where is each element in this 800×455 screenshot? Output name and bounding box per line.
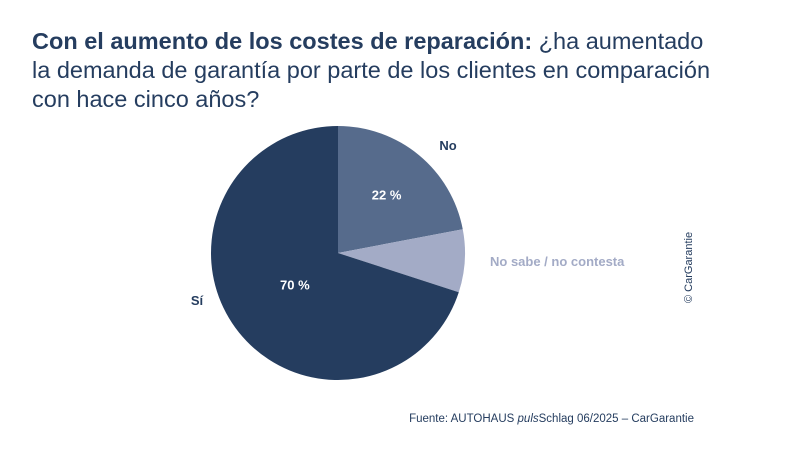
title-bold: Con el aumento de los costes de reparaci…: [32, 28, 533, 54]
source-prefix: Fuente: AUTOHAUS: [409, 413, 518, 425]
title-part-1: ¿ha aumentado: [538, 28, 704, 54]
pie-slice-1: [338, 126, 463, 253]
source-suffix: Schlag 06/2025 – CarGarantie: [538, 413, 694, 425]
title-part-3: con hace cinco años?: [32, 86, 260, 112]
copyright-text: © CarGarantie: [683, 231, 695, 303]
pie-category-label-2: No sabe / no contesta: [490, 254, 625, 269]
pie-category-label-3: Sí: [191, 293, 204, 308]
pie-slice-3: [210, 126, 459, 380]
pie-slice-2: [338, 229, 466, 293]
source-italic: puls: [517, 413, 539, 425]
pie-value-label-1: 22 %: [372, 187, 402, 202]
pie-value-label-3: 70 %: [280, 277, 310, 292]
chart-title: Con el aumento de los costes de reparaci…: [32, 27, 752, 114]
source-note: Fuente: AUTOHAUS pulsSchlag 06/2025 – Ca…: [409, 413, 694, 425]
pie-category-label-1: No: [439, 138, 456, 153]
title-part-2: la demanda de garantía por parte de los …: [32, 57, 711, 83]
